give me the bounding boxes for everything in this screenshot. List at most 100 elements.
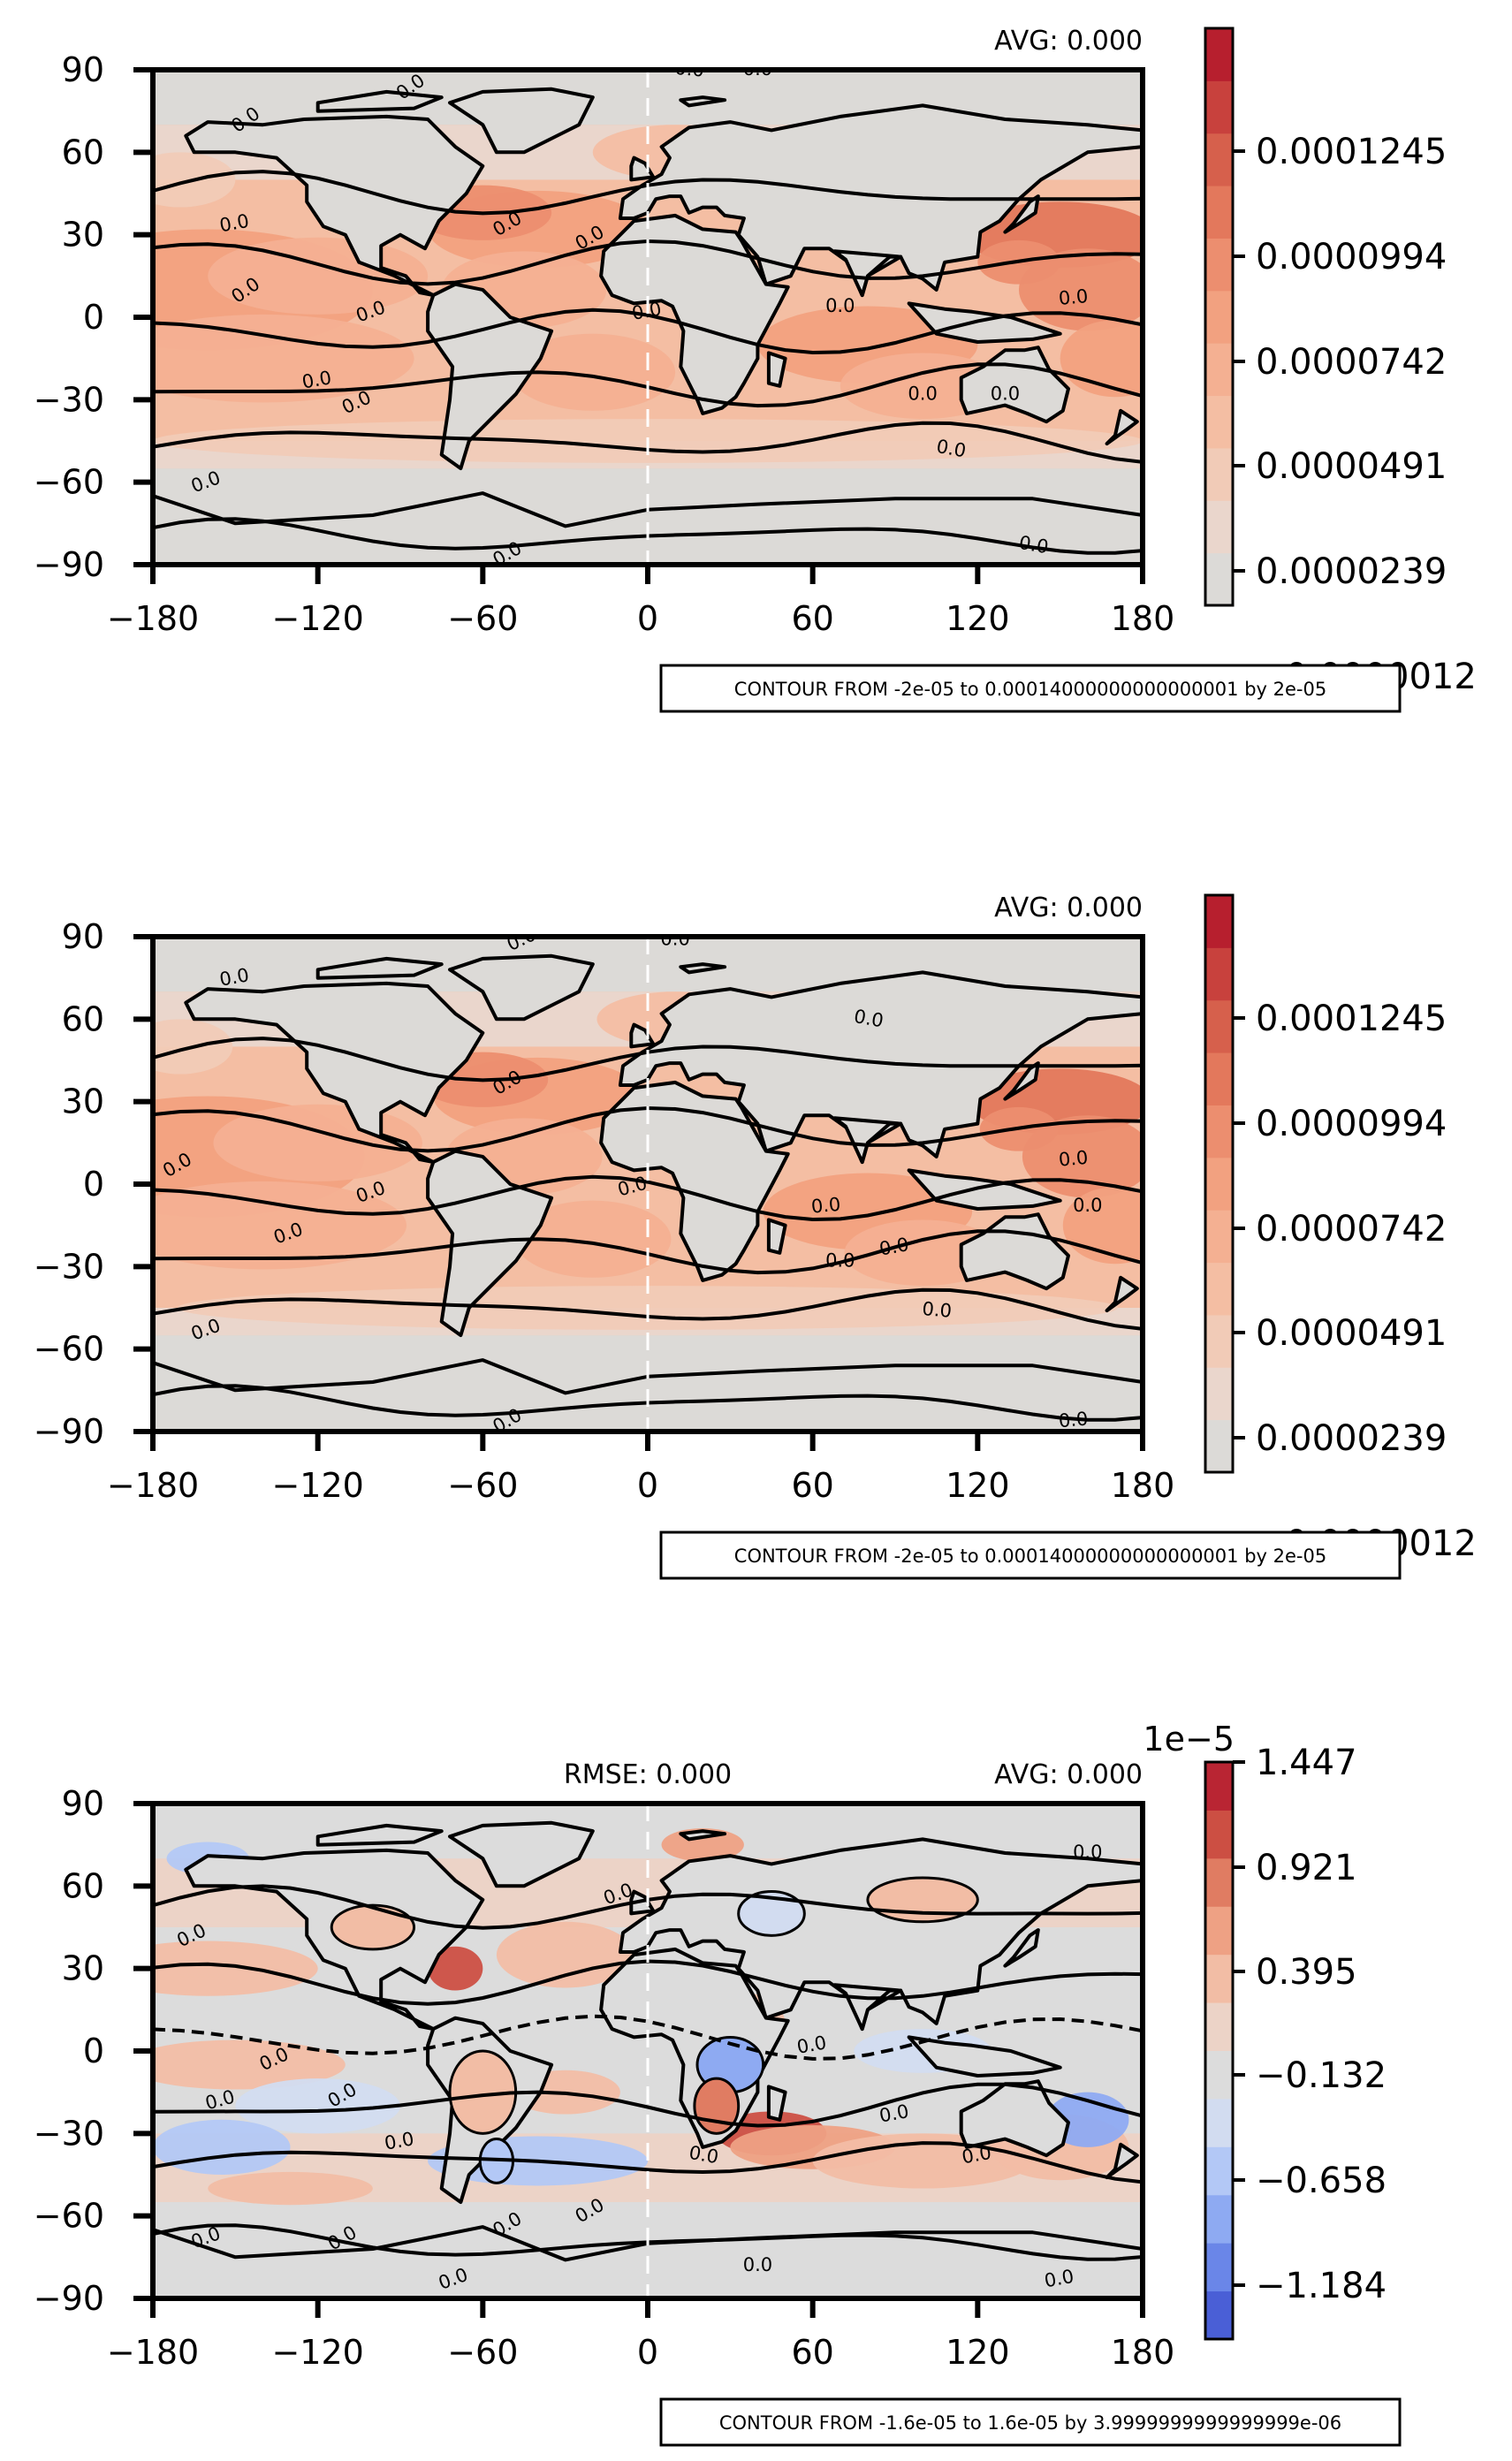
landmass-greenland xyxy=(448,87,595,155)
colorbar-segment xyxy=(1205,999,1233,1053)
panel-middle: 0.00.00.00.00.0 0.00.00.00.00.00.00.00.00… xyxy=(34,892,1477,1580)
y-tick-label: 30 xyxy=(62,216,104,254)
avg-label: AVG: 0.000 xyxy=(994,1759,1143,1790)
landmass-arcticIslands xyxy=(315,956,444,980)
landmass-eurasia xyxy=(618,1837,1143,2032)
land-anomaly xyxy=(737,1890,806,1937)
x-tick-label: −120 xyxy=(271,599,363,638)
contour-line xyxy=(153,2082,1143,2128)
landmass-madagascar xyxy=(766,1218,787,1255)
colorbar-tick-label: 0.0000742 xyxy=(1256,342,1447,383)
contour-label: 0.0 xyxy=(218,210,251,236)
colorbar-segment xyxy=(1205,1157,1233,1211)
colorbar-segment xyxy=(1205,1367,1233,1421)
landmass-svalbard xyxy=(679,1829,727,1842)
colorbar-segment xyxy=(1205,1419,1233,1473)
y-tick-label: 30 xyxy=(62,1082,104,1121)
landmass-madagascar xyxy=(766,2085,787,2122)
x-tick-label: 120 xyxy=(946,2333,1010,2372)
landmass-eurasia xyxy=(618,970,1143,1165)
colorbar-segment xyxy=(1205,1762,1233,1811)
field-blob xyxy=(428,1946,483,1991)
y-tick-label: 30 xyxy=(62,1949,104,1988)
colorbar-segment xyxy=(1205,1906,1233,1956)
colorbar: 1.447 0.921 0.395 −0.132 −0.658 −1.184 1e−5 xyxy=(1143,1720,1387,2341)
contour-label: 0.0 xyxy=(853,1006,885,1031)
colorbar-segment xyxy=(1205,1810,1233,1859)
colorbar-segment xyxy=(1205,1052,1233,1105)
x-tick-label: −60 xyxy=(447,2333,518,2372)
contour-label: 0.0 xyxy=(300,367,333,392)
contour-label: 0.0 xyxy=(961,2142,993,2168)
contour-label: 0.0 xyxy=(1017,532,1050,558)
contour-label: 0.0 xyxy=(1058,285,1089,309)
contour-line xyxy=(153,308,1143,355)
y-tick-label: −90 xyxy=(34,1412,104,1451)
landmass-africa xyxy=(599,213,790,415)
colorbar-offset: 1e−5 xyxy=(1143,1720,1235,1758)
x-tick-label: −180 xyxy=(107,1466,199,1505)
colorbar-tick-label: 0.0001245 xyxy=(1256,132,1447,172)
colorbar-tick-label: 0.395 xyxy=(1256,1952,1357,1993)
y-tick-label: 0 xyxy=(83,2032,104,2070)
colorbar-frame xyxy=(1204,893,1235,1474)
panel-bottom: 0.00.00.0 0.00.00.0 0.0 0.00.00.00.00.00.00… xyxy=(34,1720,1402,2447)
colorbar: 0.0001245 0.0000994 0.0000742 0.0000491 0.00… xyxy=(1204,893,1477,1564)
landmass-nz xyxy=(1105,1275,1139,1313)
y-tick-label: 90 xyxy=(62,917,104,956)
landmass-japan xyxy=(1003,194,1040,234)
x-tick-label: 60 xyxy=(791,2333,833,2372)
x-tick-label: −180 xyxy=(107,599,199,638)
field-blob xyxy=(153,314,414,403)
colorbar-tick-label: 0.0000994 xyxy=(1256,1104,1447,1144)
avg-label: AVG: 0.000 xyxy=(994,26,1143,57)
colorbar-segment xyxy=(1205,500,1233,554)
contour-label: 0.0 xyxy=(1058,1147,1089,1171)
contour-label: 0.0 xyxy=(674,57,705,81)
landmass-northAmerica xyxy=(184,114,485,298)
x-tick-label: −60 xyxy=(447,1466,518,1505)
contour-note: CONTOUR FROM -1.6e-05 to 1.6e-05 by 3.99… xyxy=(719,2412,1341,2434)
colorbar-segment xyxy=(1205,80,1233,134)
landmass-japan xyxy=(1003,1061,1040,1101)
colorbar: 0.0001245 0.0000994 0.0000742 0.0000491 0.00… xyxy=(1204,27,1477,697)
contour-label: 0.0 xyxy=(1043,2266,1075,2291)
y-tick-label: 0 xyxy=(83,1165,104,1204)
contour-note-box xyxy=(659,664,1402,713)
colorbar-tick-label: 0.921 xyxy=(1256,1848,1357,1888)
contour-label: 0.0 xyxy=(1073,1842,1102,1863)
colorbar-segment xyxy=(1205,2098,1233,2147)
y-tick-label: −60 xyxy=(34,2197,104,2236)
colorbar-tick-label: 0.0000491 xyxy=(1256,1313,1447,1354)
contour-label: 0.0 xyxy=(878,2100,910,2126)
colorbar-segment xyxy=(1205,552,1233,606)
landmass-greenland xyxy=(448,953,595,1022)
colorbar-tick-label: 0.0000742 xyxy=(1256,1209,1447,1249)
landmass-svalbard xyxy=(679,95,727,108)
rmse-label: RMSE: 0.000 xyxy=(564,1759,732,1790)
contour-label: 0.0 xyxy=(743,2254,772,2275)
y-tick-label: −30 xyxy=(34,1247,104,1286)
contour-label: 0.0 xyxy=(1058,1408,1089,1432)
field-blob xyxy=(510,333,676,411)
field-blob xyxy=(153,2039,346,2090)
contour-label: 0.0 xyxy=(795,2032,828,2057)
landmass-indonesia xyxy=(907,301,1062,344)
colorbar-segment xyxy=(1205,2050,1233,2100)
landmass-indonesia xyxy=(907,2035,1062,2077)
x-tick-label: 180 xyxy=(1111,1466,1175,1505)
colorbar-frame xyxy=(1204,27,1235,607)
colorbar-segment xyxy=(1205,2290,1233,2340)
landmass-nz xyxy=(1105,2142,1139,2180)
landmass-africa xyxy=(599,1080,790,1282)
field-blob xyxy=(153,1019,233,1075)
contour-note: CONTOUR FROM -2e-05 to 0.000140000000000… xyxy=(734,1546,1326,1567)
field-blob xyxy=(153,1941,318,1996)
landmass-uk xyxy=(629,1022,656,1049)
colorbar-tick-label: 0.0000239 xyxy=(1256,551,1447,592)
landmass-uk xyxy=(629,156,656,182)
field-blob xyxy=(496,1921,634,1988)
field-blob xyxy=(153,2119,291,2175)
colorbar-segment xyxy=(1205,343,1233,397)
